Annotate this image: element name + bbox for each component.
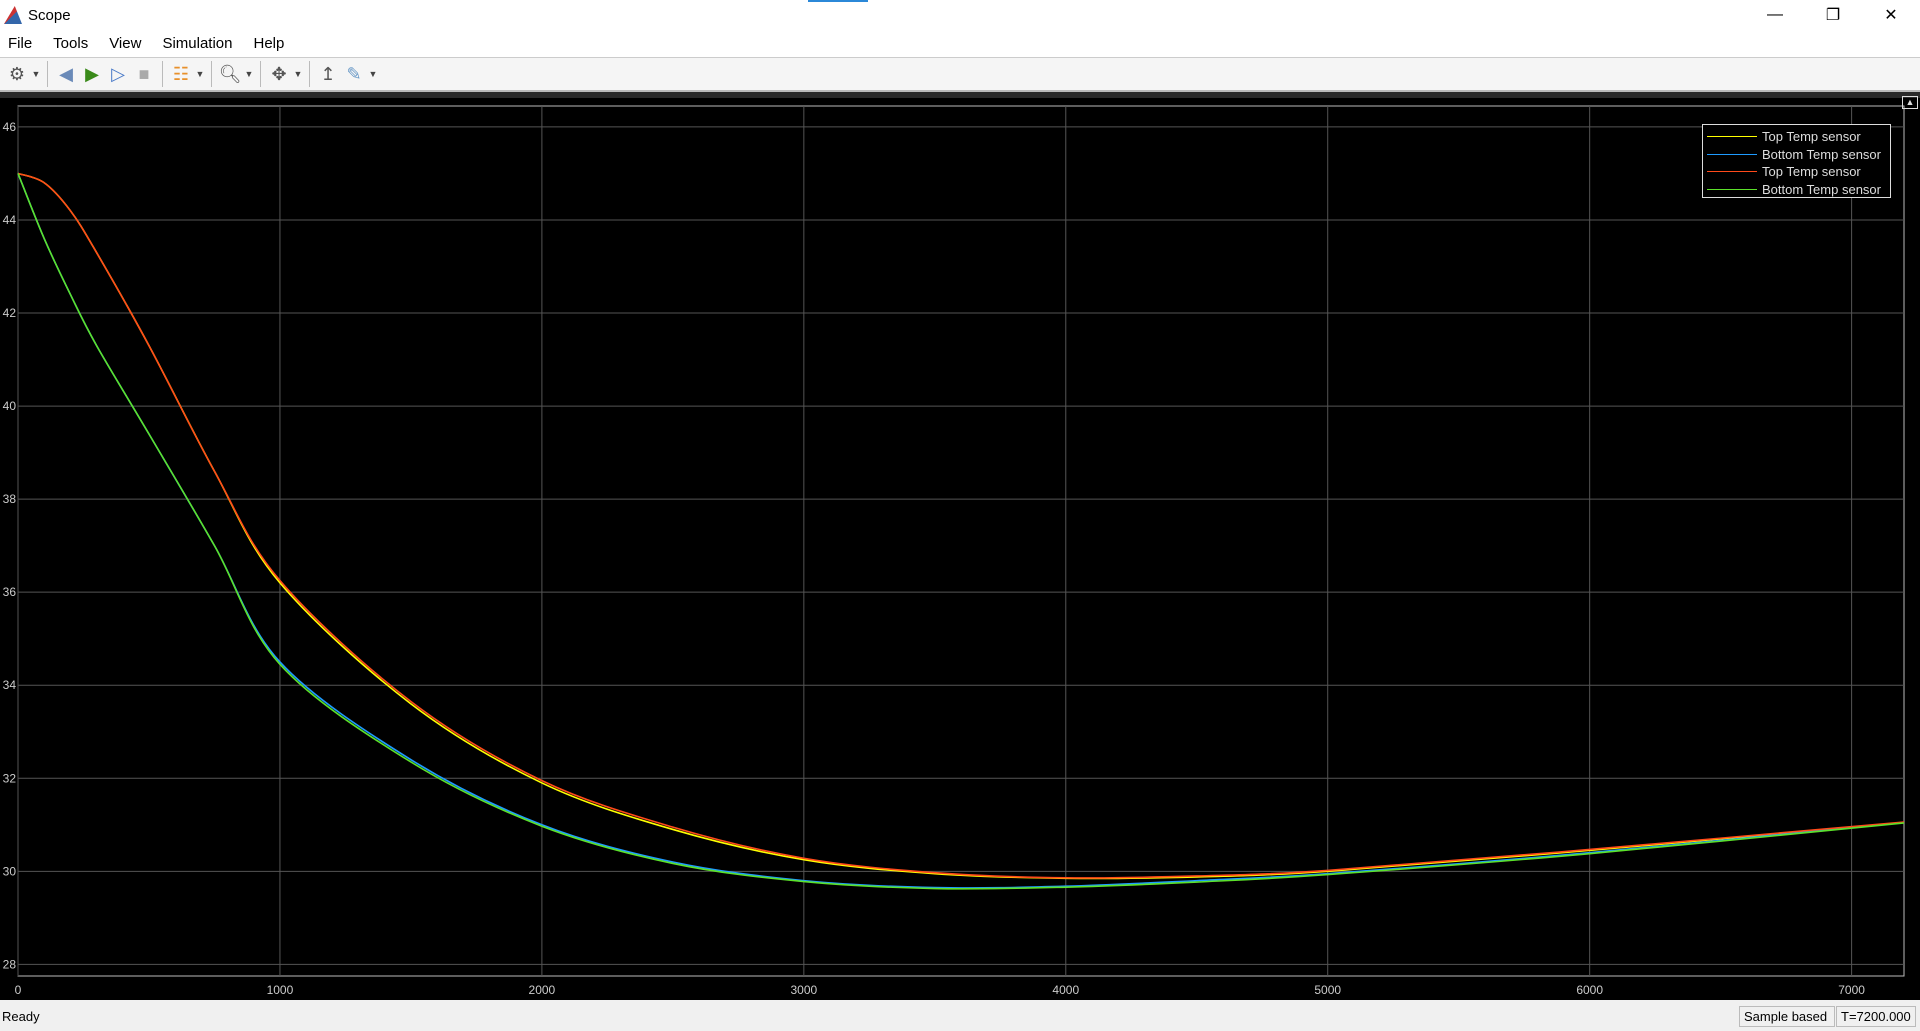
x-tick-label: 1000 (267, 983, 294, 997)
signal-dropdown[interactable]: ▼ (195, 69, 205, 79)
y-tick-label: 32 (3, 771, 17, 785)
plot-area (17, 105, 1905, 977)
y-tick-label: 46 (3, 120, 17, 134)
step-back-icon[interactable]: ◀ (59, 63, 73, 84)
legend-entry[interactable]: Bottom Temp sensor (1707, 181, 1886, 199)
legend-swatch (1707, 171, 1757, 173)
zoom-dropdown[interactable]: ▼ (244, 69, 254, 79)
separator (211, 61, 212, 87)
measurements-icon[interactable]: ✎ (346, 63, 362, 84)
legend-swatch (1707, 136, 1757, 138)
expand-axes-icon[interactable]: ▲ (1902, 96, 1918, 109)
matlab-logo-icon (4, 6, 22, 24)
y-tick-label: 28 (3, 957, 17, 971)
scope-axes[interactable]: 0 1000 2000 3000 4000 5000 6000 7000 28 30 32 34 36 3… (0, 98, 1920, 1000)
menu-help[interactable]: Help (253, 35, 285, 52)
menu-simulation[interactable]: Simulation (162, 35, 233, 52)
legend-swatch (1707, 188, 1757, 190)
y-tick-label: 42 (3, 306, 17, 320)
separator (260, 61, 261, 87)
y-tick-label: 44 (3, 213, 17, 227)
step-forward-icon[interactable]: ▷ (111, 63, 125, 84)
sample-mode: Sample based (1739, 1006, 1835, 1027)
close-button[interactable]: ✕ (1884, 7, 1898, 24)
separator (309, 61, 310, 87)
stop-icon[interactable]: ■ (138, 63, 150, 84)
x-tick-label: 7000 (1838, 983, 1865, 997)
x-tick-label: 5000 (1314, 983, 1341, 997)
toolbar: ⚙ ▼ ◀ ▶︎ ▷ ■ ☷ ▼ 🔍︎ ▼ ✥ ▼ ↥ ✎ ▼ (0, 58, 1920, 92)
legend[interactable]: Top Temp sensor Bottom Temp sensor Top T… (1702, 124, 1891, 198)
window-title: Scope (28, 6, 71, 24)
menu-view[interactable]: View (109, 35, 142, 52)
autoscale-icon[interactable]: ✥ (271, 63, 287, 84)
autoscale-dropdown[interactable]: ▼ (293, 69, 303, 79)
separator (47, 61, 48, 87)
legend-entry[interactable]: Bottom Temp sensor (1707, 146, 1886, 164)
y-tick-label: 38 (3, 492, 17, 506)
sim-time: T=7200.000 (1836, 1006, 1916, 1027)
y-tick-label: 34 (3, 678, 17, 692)
series-line-3 (17, 173, 1905, 890)
series-line-2 (17, 172, 1905, 879)
restore-button[interactable]: ❐ (1825, 7, 1841, 24)
y-tick-label: 30 (3, 864, 17, 878)
triggers-icon[interactable]: ↥ (320, 63, 336, 84)
x-tick-label: 6000 (1576, 983, 1603, 997)
x-tick-label: 3000 (790, 983, 817, 997)
x-tick-label: 0 (15, 983, 22, 997)
separator (162, 61, 163, 87)
y-tick-label: 40 (3, 399, 17, 413)
legend-swatch (1707, 153, 1757, 155)
status-bar: Ready Sample based T=7200.000 (0, 1002, 1920, 1031)
minimize-button[interactable]: — (1767, 6, 1783, 23)
settings-dropdown[interactable]: ▼ (31, 69, 41, 79)
legend-entry[interactable]: Top Temp sensor (1707, 128, 1886, 146)
scope-display: 0 1000 2000 3000 4000 5000 6000 7000 28 30 32 34 36 3… (0, 92, 1920, 1000)
x-tick-label: 2000 (529, 983, 556, 997)
settings-icon[interactable]: ⚙ (8, 63, 26, 84)
signal-highlight-icon[interactable]: ☷ (172, 63, 190, 84)
title-accent (808, 0, 868, 2)
status-text: Ready (2, 1009, 40, 1024)
x-tick-label: 4000 (1052, 983, 1079, 997)
menu-tools[interactable]: Tools (53, 35, 89, 52)
y-tick-label: 36 (3, 585, 17, 599)
run-icon[interactable]: ▶︎ (85, 63, 99, 84)
measurements-dropdown[interactable]: ▼ (368, 69, 378, 79)
legend-entry[interactable]: Top Temp sensor (1707, 163, 1886, 181)
menu-bar: File Tools View Simulation Help ↘ (0, 30, 1920, 80)
zoom-in-icon[interactable]: 🔍︎ (218, 63, 242, 84)
menu-file[interactable]: File (8, 35, 33, 52)
title-bar: Scope — ❐ ✕ (0, 0, 1920, 30)
